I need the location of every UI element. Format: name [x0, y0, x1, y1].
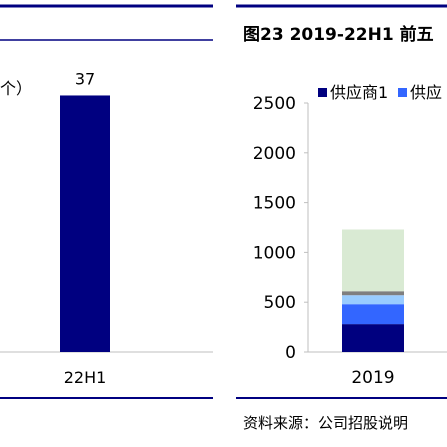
- legend-label-2: 供应: [410, 83, 442, 102]
- stack-segment-3-2019: [342, 295, 404, 305]
- y-tick-label-500: 500: [264, 293, 296, 313]
- stack-segment-4-2019: [342, 291, 404, 296]
- y-tick-label-2500: 2500: [253, 94, 296, 114]
- x-tick-label-2019: 2019: [351, 368, 394, 388]
- y-tick-label-1500: 1500: [253, 194, 296, 214]
- left-chart-unit-label: 个）: [0, 79, 33, 98]
- legend-swatch-2: [398, 88, 407, 97]
- x-tick-label-22h1: 22H1: [64, 368, 107, 387]
- y-tick-label-0: 0: [285, 343, 296, 363]
- y-tick-label-2000: 2000: [253, 144, 296, 164]
- data-label-22h1: 37: [75, 69, 95, 88]
- stack-segment-2-2019: [342, 304, 404, 325]
- legend-label-1: 供应商1: [330, 83, 388, 102]
- stack-segment-1-2019: [342, 324, 404, 352]
- right-chart-title: 图23 2019-22H1 前五: [243, 25, 434, 45]
- bar-22h1: [60, 95, 110, 352]
- legend-swatch-1: [318, 88, 327, 97]
- y-tick-label-1000: 1000: [253, 243, 296, 263]
- right-chart-source: 资料来源：公司招股说明: [243, 414, 409, 432]
- stack-segment-5-2019: [342, 229, 404, 292]
